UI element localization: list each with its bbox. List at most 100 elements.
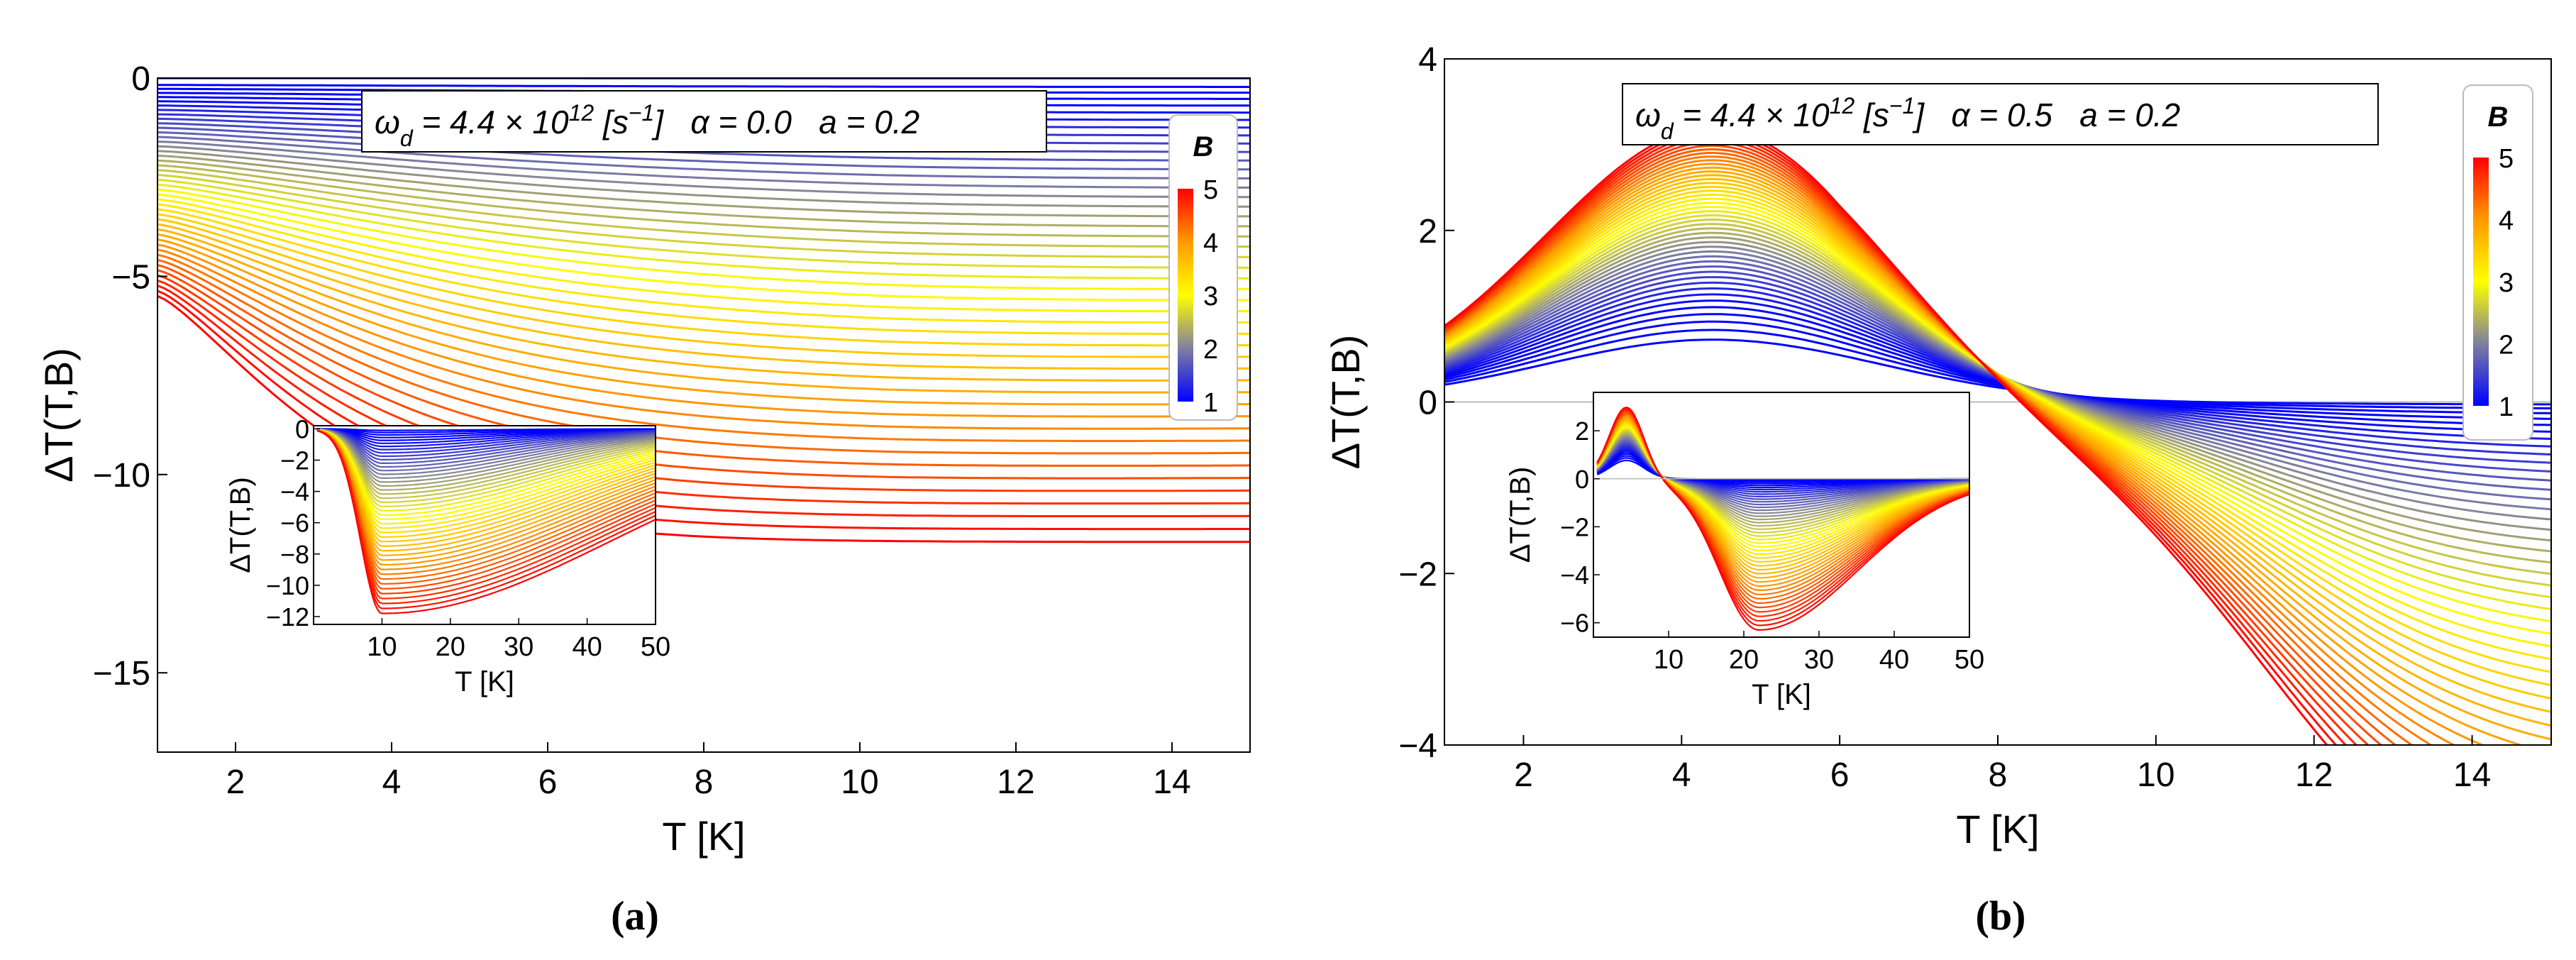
inset-x-tick-label: 40 xyxy=(572,632,602,662)
inset-series-line xyxy=(316,428,656,472)
y-axis-label: ΔT(T,B) xyxy=(1323,335,1368,470)
series-line xyxy=(157,188,1250,290)
inset-series-line xyxy=(316,429,656,479)
x-tick-label: 12 xyxy=(2295,756,2333,794)
legend-tick-label: 3 xyxy=(1203,282,1218,311)
inset-frame xyxy=(1593,392,1970,638)
series-line xyxy=(157,269,1250,480)
y-tick-label: 4 xyxy=(1418,41,1437,79)
inset-y-tick-label: −6 xyxy=(1560,609,1589,638)
annotation-part: ω xyxy=(1635,96,1661,133)
annotation-part: = 0.0 xyxy=(709,104,792,140)
series-line xyxy=(157,193,1250,302)
inset-series-line xyxy=(316,429,656,500)
series-line xyxy=(157,131,1250,171)
inset-series-line xyxy=(316,429,656,475)
inset-frame xyxy=(313,425,656,625)
annotation-part: −1 xyxy=(1889,93,1915,118)
series-line xyxy=(157,218,1250,358)
annotation-part: ω xyxy=(375,104,400,140)
x-tick-label: 4 xyxy=(1672,756,1691,794)
x-axis-label: T [K] xyxy=(1956,807,2039,851)
annotation-text: ωd = 4.4 × 1012 [s−1] α = 0.5 a = 0.2 xyxy=(1635,93,2180,144)
inset-series-line xyxy=(316,429,656,600)
inset-y-tick-label: −8 xyxy=(280,540,309,569)
inset-y-tick-label: −2 xyxy=(1560,512,1589,541)
x-tick-label: 8 xyxy=(695,763,714,801)
inset-series-line xyxy=(316,429,656,590)
inset-series-line xyxy=(316,429,656,483)
inset-series-line xyxy=(316,429,656,507)
inset-series-line xyxy=(316,428,656,468)
x-tick-label: 6 xyxy=(538,763,558,801)
series-line xyxy=(157,159,1250,228)
y-tick-label: −5 xyxy=(111,258,150,296)
annotation-part: α xyxy=(1924,96,1971,133)
annotation-text: ωd = 4.4 × 1012 [s−1] α = 0.0 a = 0.2 xyxy=(375,100,919,151)
inset-series-group xyxy=(1596,406,1969,631)
inset-series-line xyxy=(316,428,656,444)
annotation-part: = 4.4 × 10 xyxy=(1674,96,1830,133)
series-line xyxy=(157,169,1250,248)
legend-tick-label: 5 xyxy=(1203,175,1218,205)
x-tick-label: 14 xyxy=(2453,756,2491,794)
inset-x-tick-label: 10 xyxy=(1654,645,1684,675)
inset-series-line xyxy=(316,429,656,534)
inset-series-line xyxy=(316,429,656,525)
legend-title: B xyxy=(2488,101,2509,133)
legend-tick-label: 5 xyxy=(2499,144,2514,174)
inset-y-tick-label: −2 xyxy=(280,446,309,475)
inset-series-line xyxy=(316,429,656,595)
inset-x-axis-label: T [K] xyxy=(455,666,514,697)
plot-frame xyxy=(157,77,1251,753)
inset-y-tick-label: −4 xyxy=(280,478,309,507)
series-line xyxy=(157,198,1250,313)
legend-title: B xyxy=(1193,131,1214,162)
inset-y-axis-label: ΔT(T,B) xyxy=(225,477,256,573)
inset-x-tick-label: 20 xyxy=(436,632,465,662)
y-tick-label: 0 xyxy=(1418,385,1437,422)
series-line xyxy=(157,164,1250,238)
inset-series-line xyxy=(316,428,656,448)
inset-series-line xyxy=(316,428,656,464)
y-tick-label: 0 xyxy=(131,60,150,98)
annotation-box xyxy=(361,90,1047,153)
series-line xyxy=(157,136,1250,180)
inset-series-line xyxy=(316,429,656,556)
series-line xyxy=(157,84,1250,88)
inset-series-line xyxy=(316,429,656,570)
inset-series-line xyxy=(316,429,656,487)
annotation-part: = 4.4 × 10 xyxy=(413,104,569,140)
inset-x-tick-label: 30 xyxy=(1804,645,1834,675)
x-tick-label: 6 xyxy=(1830,756,1850,794)
plot-frame xyxy=(1444,58,2552,746)
annotation-box xyxy=(1622,83,2379,145)
series-group xyxy=(157,78,1250,544)
inset-series-line xyxy=(316,429,656,538)
inset-y-tick-label: −4 xyxy=(1560,561,1589,590)
series-line xyxy=(157,183,1250,280)
inset-y-tick-label: 0 xyxy=(295,414,309,443)
series-line xyxy=(157,228,1250,382)
inset-series-line xyxy=(316,429,656,543)
series-line xyxy=(157,150,1250,208)
series-line xyxy=(157,233,1250,394)
annotation-part: d xyxy=(1661,118,1674,144)
inset-series-line xyxy=(316,429,656,503)
legend-colorbar xyxy=(2473,158,2489,406)
series-line xyxy=(157,258,1250,455)
panel-label: (b) xyxy=(1976,893,2026,939)
inset-x-tick-label: 30 xyxy=(504,632,534,662)
inset-series-group xyxy=(316,428,656,614)
x-tick-label: 12 xyxy=(997,763,1034,801)
inset-series-line xyxy=(316,428,656,454)
legend-tick-label: 4 xyxy=(1203,228,1218,258)
inset-x-tick-label: 50 xyxy=(1955,645,1984,675)
inset-series-line xyxy=(316,429,656,491)
annotation-part: α xyxy=(663,104,710,140)
panel-label: (a) xyxy=(611,893,659,939)
series-line xyxy=(1444,338,2551,406)
x-tick-label: 10 xyxy=(841,763,878,801)
series-line xyxy=(157,238,1250,406)
